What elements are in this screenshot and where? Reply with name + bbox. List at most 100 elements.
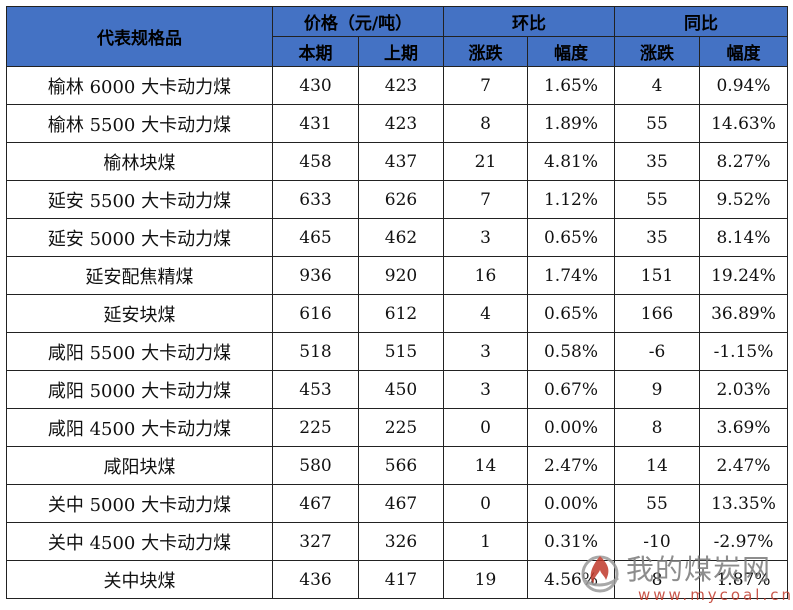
cell-mom-change: 3 [443,218,528,257]
cell-mom-percent: 1.65% [527,66,615,105]
cell-yoy-change: 151 [614,256,700,295]
cell-yoy-change: 35 [614,218,700,257]
cell-mom-percent: 1.12% [527,180,615,219]
cell-previous: 566 [358,446,444,485]
cell-mom-percent: 0.31% [527,522,615,561]
table-row: 咸阳 4500 大卡动力煤 225 225 0 0.00% 8 3.69% [6,408,788,447]
table-header: 代表规格品 价格（元/吨） 环比 同比 本期 上期 涨跌 幅度 涨跌 幅度 [6,6,788,67]
cell-yoy-percent: 9.52% [699,180,788,219]
cell-yoy-change: 35 [614,142,700,181]
cell-yoy-percent: 2.03% [699,370,788,409]
cell-current: 225 [272,408,359,447]
table-row: 延安 5500 大卡动力煤 633 626 7 1.12% 55 9.52% [6,180,788,219]
cell-current: 518 [272,332,359,371]
cell-mom-change: 0 [443,484,528,523]
table-row: 咸阳 5500 大卡动力煤 518 515 3 0.58% -6 -1.15% [6,332,788,371]
cell-yoy-percent: -2.97% [699,522,788,561]
cell-current: 327 [272,522,359,561]
table-row: 榆林 6000 大卡动力煤 430 423 7 1.65% 4 0.94% [6,66,788,105]
cell-spec: 咸阳 4500 大卡动力煤 [6,408,273,447]
cell-spec: 关中 4500 大卡动力煤 [6,522,273,561]
cell-spec: 关中 5000 大卡动力煤 [6,484,273,523]
cell-previous: 462 [358,218,444,257]
table-row: 咸阳块煤 580 566 14 2.47% 14 2.47% [6,446,788,485]
cell-previous: 225 [358,408,444,447]
cell-yoy-percent: 36.89% [699,294,788,333]
table-row: 榆林 5500 大卡动力煤 431 423 8 1.89% 55 14.63% [6,104,788,143]
cell-mom-change: 3 [443,370,528,409]
header-price-group: 价格（元/吨） [272,6,444,37]
cell-previous: 612 [358,294,444,333]
cell-current: 430 [272,66,359,105]
table-row: 关中 4500 大卡动力煤 327 326 1 0.31% -10 -2.97% [6,522,788,561]
cell-yoy-change: -10 [614,522,700,561]
header-mom-change: 涨跌 [443,36,528,67]
cell-mom-change: 0 [443,408,528,447]
cell-yoy-change: 55 [614,104,700,143]
cell-yoy-change: 8 [614,560,700,599]
header-previous: 上期 [358,36,444,67]
header-yoy-percent: 幅度 [699,36,788,67]
cell-previous: 437 [358,142,444,181]
cell-spec: 延安 5500 大卡动力煤 [6,180,273,219]
cell-yoy-change: 14 [614,446,700,485]
cell-current: 467 [272,484,359,523]
cell-mom-percent: 0.00% [527,408,615,447]
header-mom-percent: 幅度 [527,36,615,67]
table-row: 延安 5000 大卡动力煤 465 462 3 0.65% 35 8.14% [6,218,788,257]
cell-mom-change: 21 [443,142,528,181]
cell-current: 633 [272,180,359,219]
cell-mom-percent: 0.00% [527,484,615,523]
cell-previous: 515 [358,332,444,371]
cell-yoy-percent: 19.24% [699,256,788,295]
cell-yoy-percent: 2.47% [699,446,788,485]
table-row: 关中块煤 436 417 19 4.56% 8 1.87% [6,560,788,599]
cell-yoy-percent: 8.14% [699,218,788,257]
cell-spec: 关中块煤 [6,560,273,599]
cell-yoy-percent: 8.27% [699,142,788,181]
cell-yoy-percent: 14.63% [699,104,788,143]
cell-spec: 咸阳 5000 大卡动力煤 [6,370,273,409]
cell-yoy-percent: 0.94% [699,66,788,105]
cell-yoy-change: -6 [614,332,700,371]
cell-yoy-change: 55 [614,484,700,523]
cell-mom-percent: 1.74% [527,256,615,295]
cell-current: 453 [272,370,359,409]
cell-current: 936 [272,256,359,295]
cell-current: 616 [272,294,359,333]
cell-yoy-change: 55 [614,180,700,219]
cell-mom-change: 16 [443,256,528,295]
cell-mom-percent: 0.65% [527,218,615,257]
cell-mom-percent: 1.89% [527,104,615,143]
cell-previous: 467 [358,484,444,523]
cell-mom-percent: 0.65% [527,294,615,333]
header-current: 本期 [272,36,359,67]
header-yoy-group: 同比 [614,6,788,37]
cell-mom-change: 4 [443,294,528,333]
coal-price-table: 代表规格品 价格（元/吨） 环比 同比 本期 上期 涨跌 幅度 涨跌 幅度 榆林… [6,6,788,599]
cell-mom-percent: 0.67% [527,370,615,409]
cell-spec: 延安配焦精煤 [6,256,273,295]
cell-mom-change: 3 [443,332,528,371]
cell-mom-change: 19 [443,560,528,599]
cell-spec: 延安块煤 [6,294,273,333]
cell-yoy-change: 166 [614,294,700,333]
cell-yoy-change: 4 [614,66,700,105]
cell-yoy-percent: -1.15% [699,332,788,371]
cell-spec: 咸阳 5500 大卡动力煤 [6,332,273,371]
cell-spec: 榆林 6000 大卡动力煤 [6,66,273,105]
cell-yoy-change: 9 [614,370,700,409]
header-spec: 代表规格品 [6,6,273,67]
cell-current: 458 [272,142,359,181]
cell-mom-percent: 4.81% [527,142,615,181]
cell-spec: 咸阳块煤 [6,446,273,485]
cell-yoy-change: 8 [614,408,700,447]
cell-mom-change: 8 [443,104,528,143]
table-body: 榆林 6000 大卡动力煤 430 423 7 1.65% 4 0.94% 榆林 5500 大… [6,66,788,599]
cell-mom-change: 7 [443,180,528,219]
table-row: 咸阳 5000 大卡动力煤 453 450 3 0.67% 9 2.03% [6,370,788,409]
table-row: 延安块煤 616 612 4 0.65% 166 36.89% [6,294,788,333]
cell-spec: 延安 5000 大卡动力煤 [6,218,273,257]
table-row: 延安配焦精煤 936 920 16 1.74% 151 19.24% [6,256,788,295]
cell-previous: 326 [358,522,444,561]
